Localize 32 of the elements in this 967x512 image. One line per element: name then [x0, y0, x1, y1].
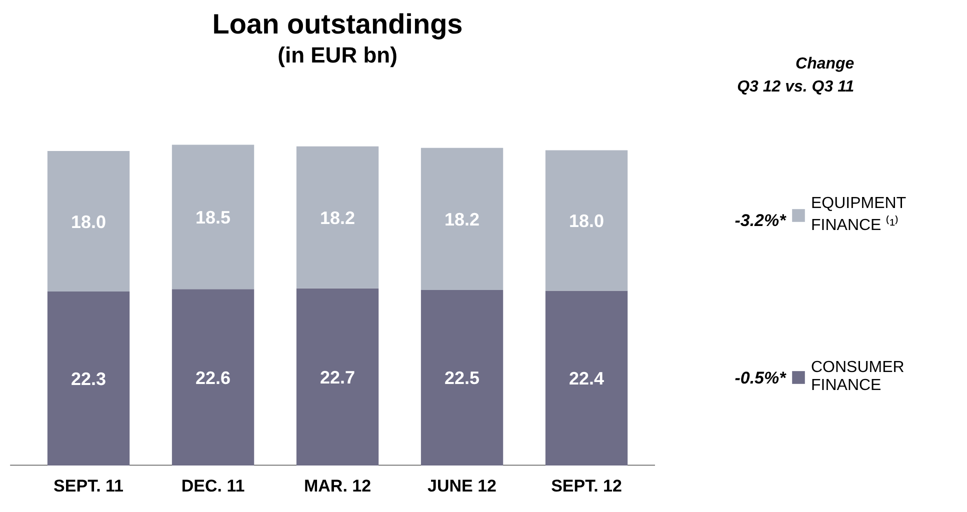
bar — [420, 148, 504, 290]
bar — [545, 290, 628, 466]
x-tick-label: MAR. 12 — [304, 476, 372, 496]
bar — [296, 146, 379, 288]
data-label: 18.2 — [320, 208, 356, 228]
data-label: 22.4 — [569, 368, 604, 389]
data-label: 22.5 — [444, 368, 480, 388]
text: -3.2%* — [734, 210, 788, 230]
bar — [47, 292, 130, 466]
chart-title: Loan outstandings — [212, 8, 463, 40]
text: -0.5%* — [734, 368, 788, 388]
data-label: 22.3 — [71, 369, 106, 389]
bar — [545, 150, 628, 291]
bar — [47, 151, 130, 292]
bar — [172, 289, 254, 466]
chart-subtitle: (in EUR bn) — [278, 42, 398, 68]
x-tick-label: DEC. 11 — [181, 476, 245, 496]
bar — [420, 290, 504, 466]
data-label: 22.6 — [196, 368, 231, 388]
data-label: 18.5 — [196, 207, 231, 228]
data-label: 18.0 — [569, 210, 604, 231]
text: Change Q3 12 vs. Q3 11 — [737, 56, 854, 96]
x-tick-label: SEPT. 11 — [54, 476, 124, 496]
x-tick-label: SEPT. 12 — [551, 476, 622, 496]
x-tick-label: JUNE 12 — [428, 476, 497, 496]
bar — [172, 144, 254, 290]
data-label: 18.0 — [71, 212, 106, 232]
bar — [296, 288, 379, 466]
legend-label: EQUIPMENT FINANCE ⁽¹⁾ — [811, 195, 906, 235]
data-label: 18.2 — [444, 209, 480, 230]
data-label: 22.7 — [320, 367, 356, 388]
legend-label: CONSUMER FINANCE — [811, 359, 904, 395]
